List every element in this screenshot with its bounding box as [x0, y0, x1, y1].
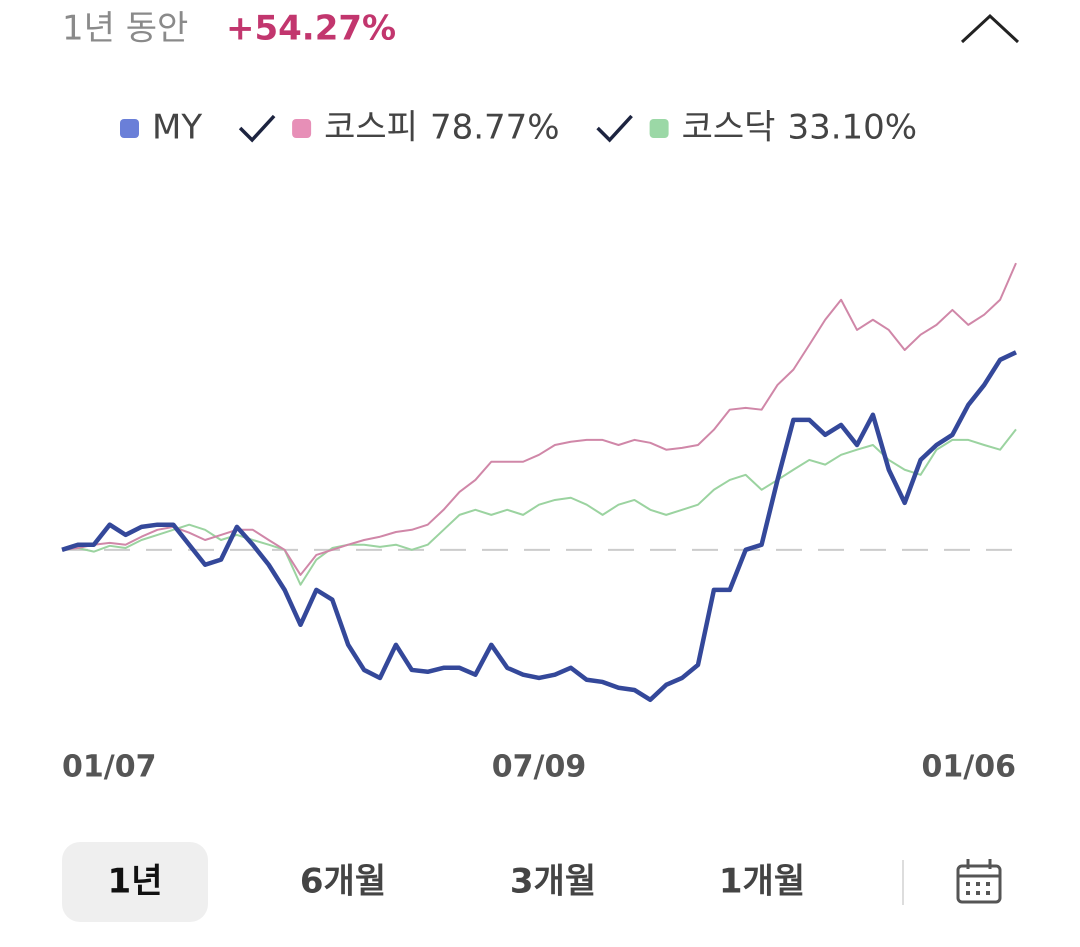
legend-marker: [120, 119, 139, 138]
period-button[interactable]: 3개월: [510, 862, 596, 902]
series-line: [61, 350, 1017, 703]
period-button[interactable]: 6개월: [300, 862, 386, 902]
period-button[interactable]: 1년: [108, 862, 163, 902]
legend-label: MY: [152, 108, 202, 148]
series-line: [61, 262, 1017, 576]
period-button[interactable]: 1개월: [719, 862, 805, 902]
legend-item[interactable]: 코스피 78.77%: [238, 108, 560, 148]
legend-marker: [649, 119, 669, 138]
legend-marker: [292, 119, 312, 138]
selected-period-bg: [62, 842, 208, 922]
legend-value: 78.77%: [430, 108, 560, 148]
my-return: +54.27%: [226, 9, 396, 49]
period-title: 1년 동안: [62, 9, 188, 49]
series-line: [61, 428, 1017, 586]
legend-label: 코스피: [324, 108, 418, 148]
x-tick-label: 01/06: [922, 750, 1016, 785]
legend-check: [596, 114, 633, 143]
calendar-button[interactable]: [956, 859, 1002, 904]
collapse-button[interactable]: [960, 13, 1020, 44]
legend-check: [238, 114, 276, 143]
legend-item[interactable]: MY: [120, 108, 202, 148]
legend-item[interactable]: 코스닥 33.10%: [596, 108, 918, 148]
x-tick-label: 01/07: [62, 750, 156, 785]
legend-value: 33.10%: [787, 108, 917, 148]
legend-label: 코스닥: [682, 108, 776, 148]
x-tick-label: 07/09: [492, 750, 586, 785]
